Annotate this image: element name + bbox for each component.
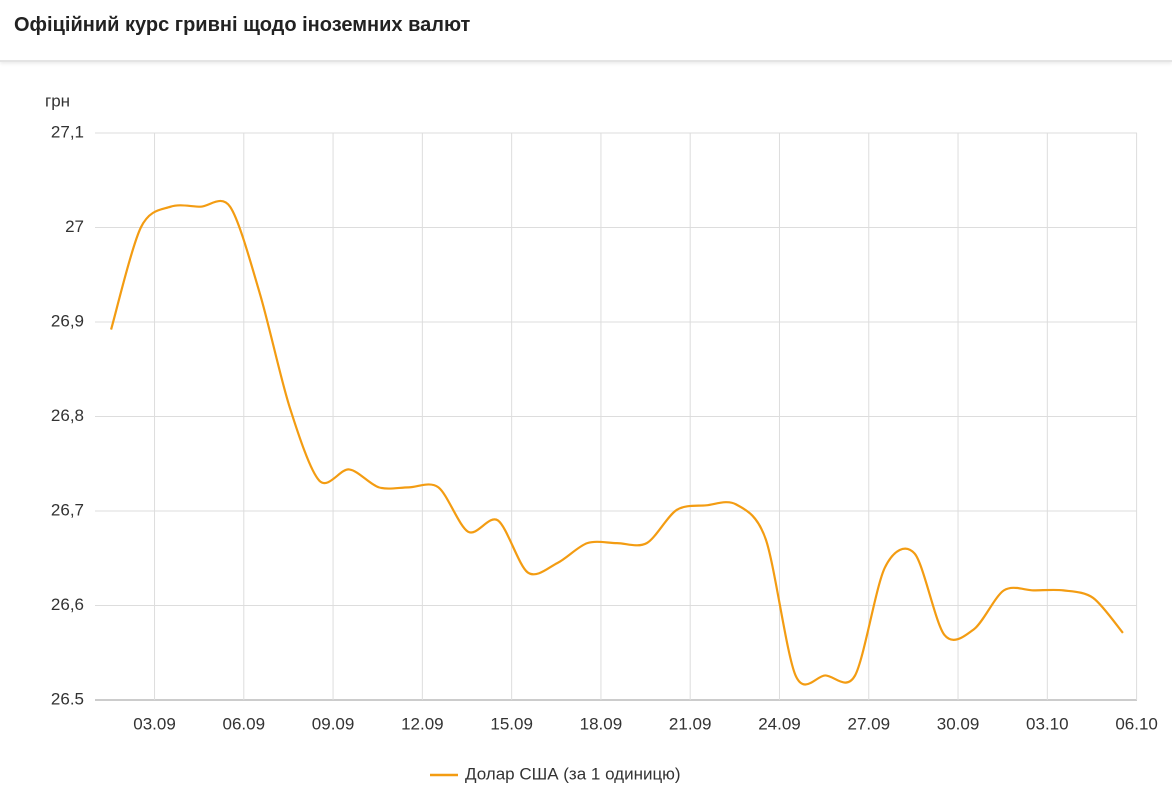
- x-tick-label: 03.09: [133, 714, 176, 733]
- y-tick-label: 27,1: [51, 122, 84, 141]
- y-tick-label: 27: [65, 217, 84, 236]
- x-tick-label: 06.09: [223, 714, 266, 733]
- x-tick-label: 21.09: [669, 714, 712, 733]
- legend-label: Долар США (за 1 одиницю): [465, 764, 681, 783]
- x-tick-label: 15.09: [490, 714, 533, 733]
- x-tick-label: 27.09: [847, 714, 890, 733]
- y-tick-label: 26,9: [51, 311, 84, 330]
- y-axis-label: грн: [45, 91, 70, 110]
- y-tick-label: 26.5: [51, 689, 84, 708]
- y-tick-label: 26,8: [51, 406, 84, 425]
- x-tick-label: 24.09: [758, 714, 801, 733]
- page-title: Офіційний курс гривні щодо іноземних вал…: [0, 0, 1172, 62]
- chart: грн 26.5 26,6 26,7 26,8 26,9 27 27,1 03.09 06.09…: [45, 91, 1158, 783]
- x-tick-label: 03.10: [1026, 714, 1069, 733]
- x-tick-label: 30.09: [937, 714, 980, 733]
- y-tick-label: 26,6: [51, 595, 84, 614]
- x-tick-label: 12.09: [401, 714, 444, 733]
- x-tick-label: 09.09: [312, 714, 355, 733]
- x-tick-label: 18.09: [580, 714, 623, 733]
- x-tick-label: 06.10: [1115, 714, 1158, 733]
- y-tick-label: 26,7: [51, 500, 84, 519]
- line: [110, 199, 1124, 686]
